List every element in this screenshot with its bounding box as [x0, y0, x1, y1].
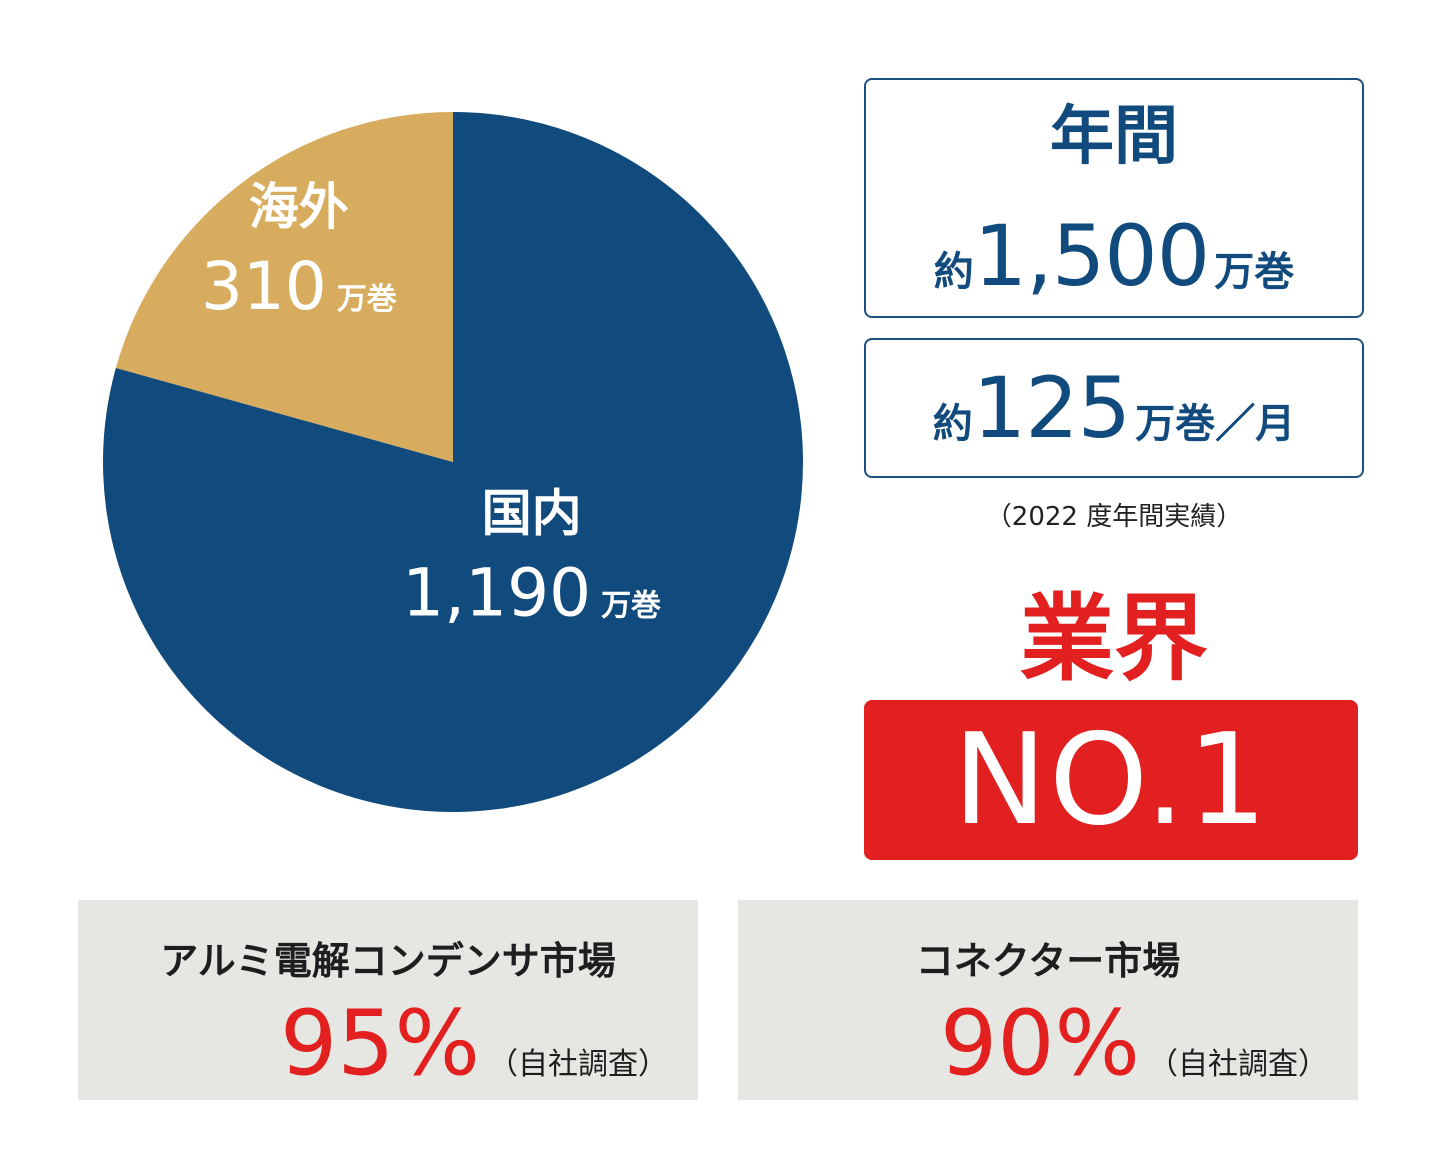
monthly-approx: 約 — [932, 401, 973, 447]
industry-label: 業界 — [1019, 585, 1208, 694]
annual-unit: 万巻 — [1214, 249, 1295, 295]
monthly-value: 125 — [972, 359, 1131, 457]
annual-approx: 約 — [933, 249, 974, 295]
annual-value: 1,500 — [973, 207, 1210, 305]
monthly-total-box: 約125 万巻／月 — [864, 338, 1364, 478]
market-share-value: 95% — [279, 991, 480, 1096]
annual-value-line: 約1,500 万巻 — [866, 206, 1362, 330]
market-title: コネクター市場 — [915, 939, 1181, 983]
pie-slice-domestic — [103, 112, 804, 812]
annual-total-box: 年間 約1,500 万巻 — [864, 78, 1364, 318]
fiscal-year-note: （2022 度年間実績） — [985, 502, 1243, 532]
pie-slice-overseas — [115, 111, 454, 462]
market-share-line: 95% （自社調査） — [280, 996, 668, 1117]
pie-chart: 国内 1,190 万巻 海外 310 万巻 — [103, 111, 804, 812]
market-title: アルミ電解コンデンサ市場 — [160, 939, 616, 983]
pie-label-name: 海外 — [249, 178, 349, 236]
market-share-note: （自社調査） — [488, 1047, 668, 1082]
pie-label-value: 1,190 万巻 — [402, 555, 661, 632]
no1-badge: NO.1 — [864, 700, 1358, 860]
market-share-line: 90% （自社調査） — [940, 996, 1328, 1117]
market-share-panel-alumi: アルミ電解コンデンサ市場 95% （自社調査） — [78, 900, 698, 1100]
market-share-panel-connector: コネクター市場 90% （自社調査） — [738, 900, 1358, 1100]
monthly-value-line: 約125 万巻／月 — [866, 354, 1362, 486]
market-share-note: （自社調査） — [1148, 1047, 1328, 1082]
monthly-unit: 万巻／月 — [1135, 401, 1296, 447]
market-share-value: 90% — [939, 991, 1140, 1096]
pie-label-value: 310 万巻 — [201, 248, 397, 325]
pie-label-name: 国内 — [482, 485, 582, 543]
annual-title: 年間 — [1050, 100, 1178, 174]
